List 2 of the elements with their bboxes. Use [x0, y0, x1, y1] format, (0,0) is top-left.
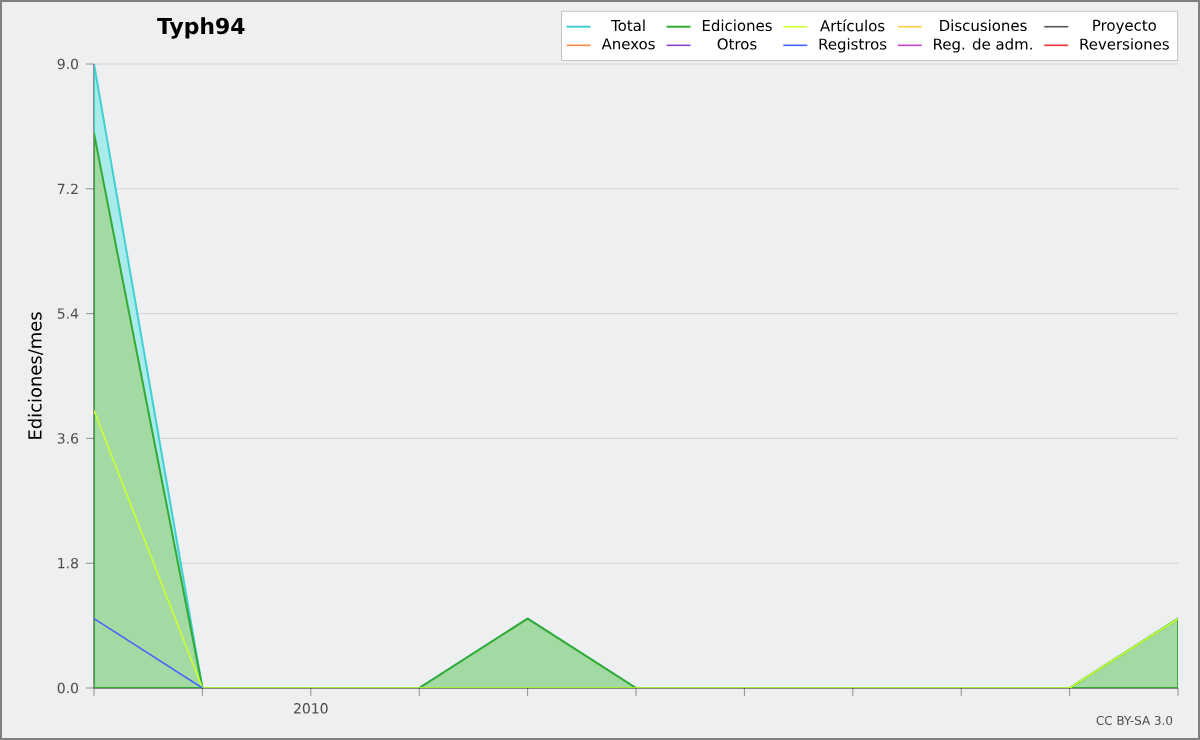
chart-title: Typh94	[157, 17, 245, 39]
y-axis-title: Ediciones/mes	[27, 312, 44, 439]
